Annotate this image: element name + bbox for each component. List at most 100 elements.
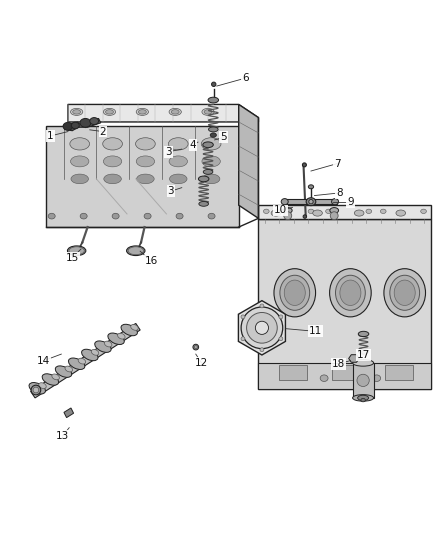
Ellipse shape <box>357 374 369 386</box>
Ellipse shape <box>63 123 73 130</box>
Ellipse shape <box>169 108 181 115</box>
Text: 3: 3 <box>167 186 174 196</box>
Ellipse shape <box>361 398 365 402</box>
Ellipse shape <box>102 138 122 150</box>
Ellipse shape <box>283 207 292 213</box>
Bar <box>332 365 360 381</box>
Ellipse shape <box>106 110 113 114</box>
Ellipse shape <box>29 383 46 394</box>
Ellipse shape <box>171 110 179 114</box>
Ellipse shape <box>274 269 315 317</box>
Ellipse shape <box>330 269 371 317</box>
Polygon shape <box>31 324 140 398</box>
Ellipse shape <box>193 344 199 350</box>
Bar <box>258 363 431 389</box>
Ellipse shape <box>271 210 281 216</box>
Ellipse shape <box>302 163 306 167</box>
Ellipse shape <box>390 275 420 310</box>
Ellipse shape <box>353 394 374 401</box>
Text: 17: 17 <box>357 350 370 360</box>
Ellipse shape <box>81 349 98 361</box>
Text: 13: 13 <box>56 431 69 441</box>
Polygon shape <box>46 126 239 227</box>
Polygon shape <box>258 205 431 219</box>
Polygon shape <box>283 199 337 204</box>
Ellipse shape <box>308 209 314 214</box>
Ellipse shape <box>169 156 187 167</box>
Text: 10: 10 <box>274 205 287 215</box>
Ellipse shape <box>330 212 338 220</box>
Ellipse shape <box>204 110 212 114</box>
Ellipse shape <box>280 275 310 310</box>
Text: 12: 12 <box>195 358 208 368</box>
Text: 15: 15 <box>66 253 79 263</box>
Text: 14: 14 <box>37 356 50 366</box>
Ellipse shape <box>104 174 121 184</box>
Ellipse shape <box>313 210 322 216</box>
Ellipse shape <box>202 108 214 115</box>
Ellipse shape <box>260 304 264 308</box>
Ellipse shape <box>103 108 116 115</box>
Text: 18: 18 <box>332 359 345 369</box>
Ellipse shape <box>136 156 155 167</box>
Polygon shape <box>349 354 359 362</box>
Polygon shape <box>238 301 286 355</box>
Text: 5: 5 <box>220 132 227 142</box>
Ellipse shape <box>112 213 119 219</box>
Ellipse shape <box>396 210 406 216</box>
Ellipse shape <box>42 374 59 385</box>
Ellipse shape <box>52 374 60 380</box>
Ellipse shape <box>71 108 83 115</box>
Ellipse shape <box>71 174 88 184</box>
Ellipse shape <box>332 199 339 205</box>
Ellipse shape <box>117 333 125 339</box>
Ellipse shape <box>203 142 213 148</box>
Ellipse shape <box>309 199 313 204</box>
Ellipse shape <box>65 366 73 372</box>
Ellipse shape <box>73 110 81 114</box>
Ellipse shape <box>263 209 269 214</box>
Text: 1: 1 <box>47 131 54 141</box>
Polygon shape <box>239 104 258 219</box>
Ellipse shape <box>358 332 369 336</box>
Ellipse shape <box>241 337 245 341</box>
Ellipse shape <box>380 209 386 214</box>
Ellipse shape <box>39 383 46 389</box>
Ellipse shape <box>340 280 361 305</box>
Ellipse shape <box>303 215 307 219</box>
Ellipse shape <box>136 108 148 115</box>
Text: 8: 8 <box>336 188 343 198</box>
Ellipse shape <box>203 169 213 174</box>
Ellipse shape <box>336 275 365 310</box>
Ellipse shape <box>71 122 79 129</box>
Ellipse shape <box>241 315 245 319</box>
Ellipse shape <box>359 350 368 354</box>
Ellipse shape <box>71 156 89 167</box>
Ellipse shape <box>136 138 155 150</box>
Ellipse shape <box>202 174 220 184</box>
Ellipse shape <box>91 350 99 356</box>
Ellipse shape <box>78 358 86 364</box>
Polygon shape <box>78 118 101 127</box>
Ellipse shape <box>69 247 84 255</box>
Ellipse shape <box>354 210 364 216</box>
Ellipse shape <box>384 269 426 317</box>
Text: 11: 11 <box>309 326 322 336</box>
Ellipse shape <box>199 201 208 206</box>
Ellipse shape <box>208 97 219 103</box>
Ellipse shape <box>212 82 216 86</box>
Ellipse shape <box>208 213 215 219</box>
Ellipse shape <box>210 133 216 138</box>
Ellipse shape <box>95 341 111 352</box>
Polygon shape <box>258 219 431 389</box>
Ellipse shape <box>308 185 314 189</box>
Ellipse shape <box>320 375 328 382</box>
Polygon shape <box>64 122 80 131</box>
Ellipse shape <box>33 387 39 393</box>
Bar <box>353 363 374 398</box>
Ellipse shape <box>279 315 283 319</box>
Ellipse shape <box>127 246 145 255</box>
Ellipse shape <box>170 174 187 184</box>
Ellipse shape <box>357 395 368 400</box>
Ellipse shape <box>128 247 143 255</box>
